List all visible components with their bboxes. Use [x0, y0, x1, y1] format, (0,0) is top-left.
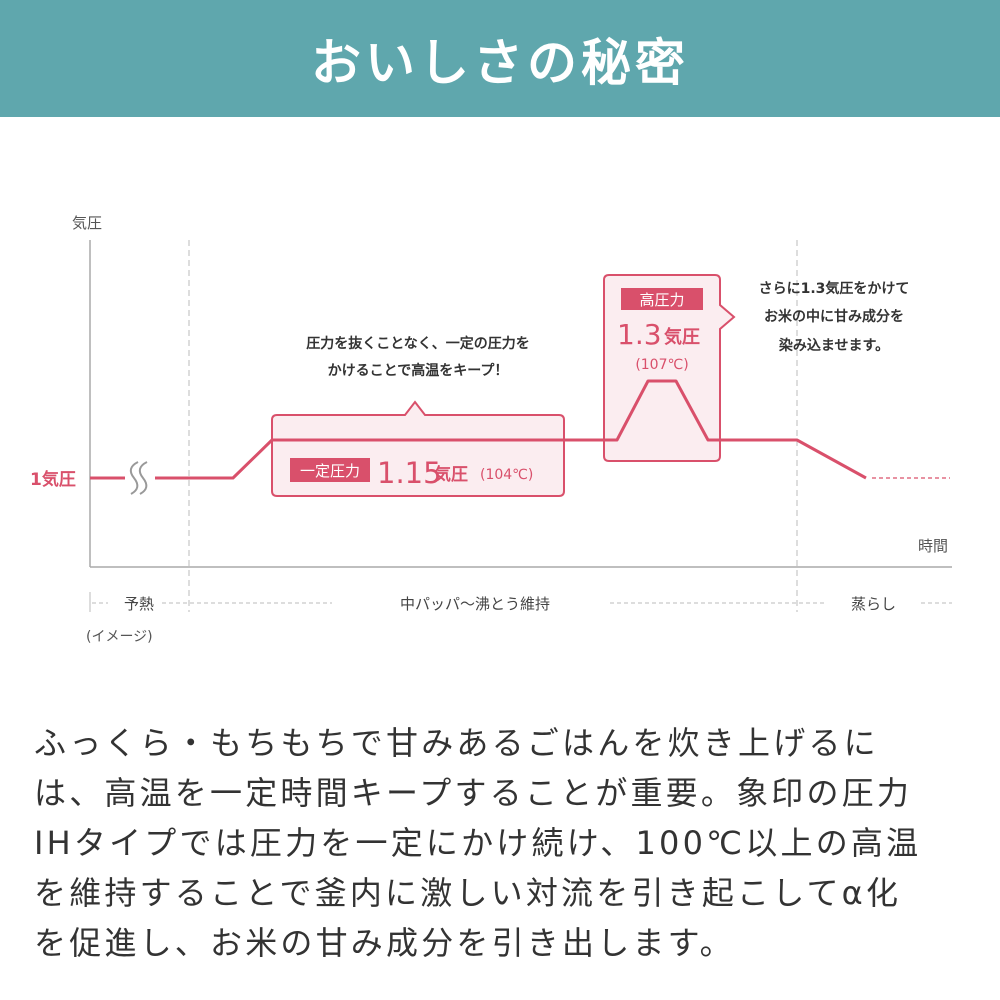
constant-pressure-unit: 気圧	[433, 464, 468, 485]
description-paragraph: ふっくら・もちもちで甘みあるごはんを炊き上げるに は、高温を一定時間キープするこ…	[34, 718, 974, 968]
break-mark-icon	[129, 461, 148, 495]
constant-pressure-temp: (104℃)	[480, 467, 533, 483]
baseline-label: 1気圧	[30, 469, 76, 490]
high-caption-line-1: さらに1.3気圧をかけて	[759, 280, 910, 297]
description-line: ふっくら・もちもちで甘みあるごはんを炊き上げるに	[34, 724, 879, 762]
high-pressure-temp: (107℃)	[635, 357, 688, 373]
phase-label-boil: 中パッパ〜沸とう維持	[400, 595, 550, 613]
page-title: おいしさの秘密	[311, 33, 689, 92]
x-axis-label: 時間	[918, 537, 948, 555]
high-caption-line-3: 染み込ませます。	[779, 337, 889, 354]
high-pressure-unit: 気圧	[664, 326, 700, 348]
high-pressure-value: 1.3	[617, 318, 662, 351]
high-pressure-badge-text: 高圧力	[639, 291, 684, 309]
phase-label-steam: 蒸らし	[851, 595, 896, 613]
high-pressure-badge	[621, 288, 703, 310]
phase-label-preheat: 予熱	[124, 595, 154, 613]
constant-caption-line-1: 圧力を抜くことなく、一定の圧力を	[306, 335, 530, 352]
header-banner: おいしさの秘密	[0, 0, 1000, 117]
high-pressure-callout	[603, 274, 736, 462]
constant-pressure-badge-text: 一定圧力	[300, 462, 360, 480]
y-axis-label: 気圧	[72, 214, 102, 232]
description-line: を促進し、お米の甘み成分を引き出します。	[34, 924, 735, 962]
pressure-curve	[90, 379, 867, 480]
constant-pressure-badge	[290, 458, 370, 482]
description-line: IHタイプでは圧力を一定にかけ続け、100℃以上の高温	[34, 824, 922, 862]
high-caption-line-2: お米の中に甘み成分を	[764, 308, 904, 325]
constant-caption-line-2: かけることで高温をキープ！	[328, 362, 509, 379]
pressure-diagram: 気圧 時間 1気圧 予熱 中パッパ〜沸とう維持 蒸らし (イメージ) 圧力を抜く…	[30, 214, 952, 645]
description-line: は、高温を一定時間キープすることが重要。象印の圧力	[34, 774, 913, 812]
image-note: (イメージ)	[86, 629, 153, 645]
constant-pressure-value: 1.15	[377, 456, 442, 490]
description-line: を維持することで釜内に激しい対流を引き起こしてα化	[34, 874, 902, 912]
